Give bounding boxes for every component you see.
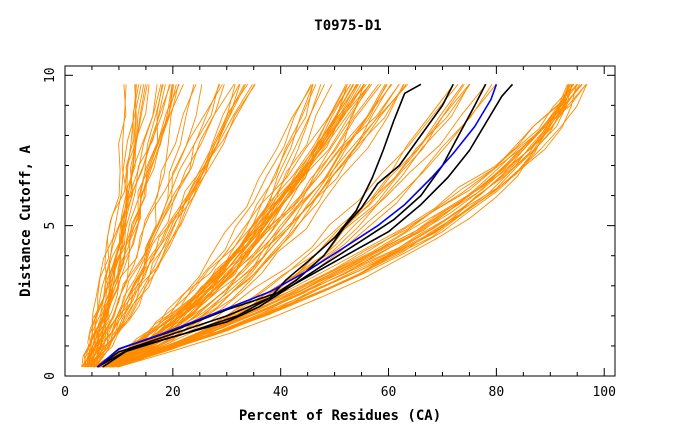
blue-series-line <box>96 84 498 368</box>
orange-series-line <box>96 84 221 368</box>
orange-series-line <box>84 84 127 368</box>
orange-series-line <box>106 84 459 368</box>
tick-label: 5 <box>43 222 58 230</box>
tick-label: 40 <box>273 385 289 400</box>
orange-series-line <box>94 84 179 368</box>
tick-label: 20 <box>165 385 181 400</box>
black-series-line <box>97 83 487 368</box>
tick-label: 10 <box>43 67 58 83</box>
orange-series-line <box>81 84 146 368</box>
tick-label: 80 <box>489 385 505 400</box>
tick-label: 0 <box>61 385 69 400</box>
orange-series-line <box>94 84 203 368</box>
plot-area <box>81 83 588 368</box>
orange-series-line <box>85 84 148 368</box>
black-series-line <box>96 83 514 368</box>
tick-label: 100 <box>592 385 615 400</box>
black-series-line <box>96 83 454 368</box>
axis-ticks <box>64 66 615 377</box>
orange-series-line <box>93 84 347 368</box>
orange-series-line <box>106 84 382 368</box>
orange-series-line <box>109 84 573 368</box>
orange-series-line <box>113 84 571 368</box>
orange-series-line <box>108 84 569 368</box>
plot-frame <box>64 65 616 377</box>
orange-series-line <box>91 84 225 368</box>
tick-label: 0 <box>43 372 58 380</box>
x-axis-label: Percent of Residues (CA) <box>239 408 441 424</box>
orange-series-line <box>116 84 568 368</box>
chart-title: T0975-D1 <box>314 18 381 34</box>
tick-labels: 0 20 40 60 80 100 0 5 10 <box>43 67 616 400</box>
orange-series-line <box>113 84 583 368</box>
orange-series-line <box>112 84 570 368</box>
orange-series-line <box>102 84 405 368</box>
orange-series-line <box>83 84 158 368</box>
orange-series-line <box>85 84 171 368</box>
tick-label: 60 <box>381 385 397 400</box>
orange-series-line <box>111 83 578 368</box>
y-axis-label: Distance Cutoff, A <box>18 145 34 297</box>
orange-series-line <box>101 84 400 368</box>
orange-series-line <box>87 84 245 368</box>
orange-series-line <box>105 84 404 368</box>
